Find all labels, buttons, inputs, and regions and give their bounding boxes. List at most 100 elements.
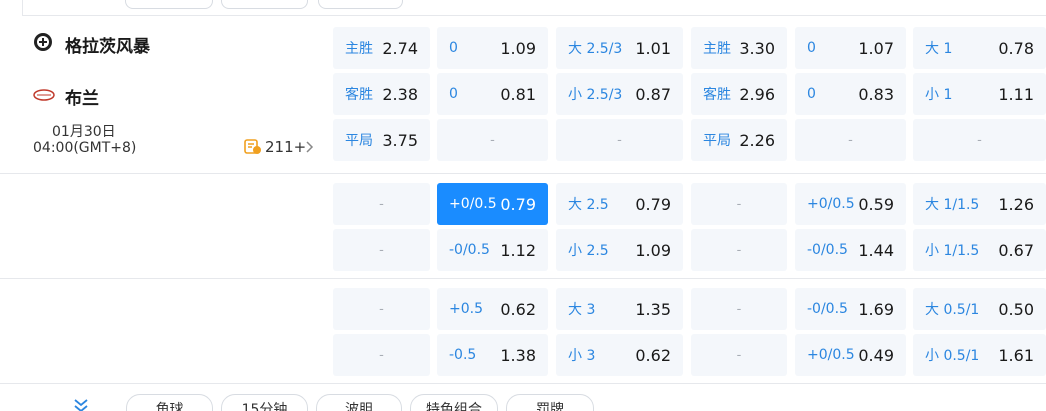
home-team[interactable]: 格拉茨风暴 [65, 37, 150, 57]
odds-value: 0.81 [500, 84, 536, 104]
odds-label: 小 2.5/3 [568, 87, 623, 103]
odds-cell[interactable]: +0/0.5 0.79 [437, 183, 548, 225]
odds-cell: - [691, 229, 787, 271]
odds-cell[interactable]: 客胜 2.96 [691, 73, 787, 115]
odds-cell[interactable]: 小 2.5/3 0.87 [556, 73, 683, 115]
odds-value: 1.09 [635, 240, 671, 260]
odds-value: 0.79 [635, 194, 671, 214]
odds-value: 1.44 [858, 240, 894, 260]
market-tab[interactable]: 15分钟 [221, 394, 308, 411]
empty-odds: - [379, 347, 384, 363]
odds-cell[interactable]: 平局 2.26 [691, 119, 787, 161]
odds-cell[interactable]: 小 3 0.62 [556, 334, 683, 376]
more-count[interactable]: 211+ [265, 138, 307, 156]
odds-cell[interactable]: +0/0.5 0.49 [795, 334, 906, 376]
odds-cell[interactable]: -0/0.5 1.44 [795, 229, 906, 271]
odds-value: 1.07 [858, 38, 894, 58]
odds-cell[interactable]: 小 1/1.5 0.67 [913, 229, 1046, 271]
odds-value: 0.49 [858, 345, 894, 365]
odds-cell: - [913, 119, 1046, 161]
empty-odds: - [379, 301, 384, 317]
separator [0, 173, 1046, 174]
chevron-right[interactable] [305, 140, 315, 154]
tab-stub[interactable] [318, 0, 403, 9]
odds-cell[interactable]: 小 0.5/1 1.61 [913, 334, 1046, 376]
odds-label: 0 [449, 86, 458, 102]
odds-cell[interactable]: 客胜 2.38 [333, 73, 430, 115]
odds-value: 0.59 [858, 194, 894, 214]
odds-value: 1.69 [858, 299, 894, 319]
tab-stub[interactable] [221, 0, 308, 9]
tab-stub[interactable] [125, 0, 213, 9]
odds-cell[interactable]: 主胜 2.74 [333, 27, 430, 69]
empty-odds: - [736, 242, 742, 258]
odds-cell: - [691, 183, 787, 225]
separator [0, 383, 1046, 384]
odds-label: -0/0.5 [807, 301, 848, 317]
odds-value: 0.67 [998, 240, 1034, 260]
odds-cell[interactable]: 大 3 1.35 [556, 288, 683, 330]
odds-value: 0.79 [500, 194, 536, 214]
market-tab[interactable]: 特色组合 [410, 394, 498, 411]
odds-label: 大 1/1.5 [925, 197, 980, 213]
expand-icon[interactable] [72, 398, 90, 411]
odds-label: 主胜 [345, 41, 373, 57]
odds-cell[interactable]: +0/0.5 0.59 [795, 183, 906, 225]
odds-cell: - [691, 288, 787, 330]
match-date: 01月30日 [52, 124, 116, 140]
odds-cell: - [556, 119, 683, 161]
odds-cell[interactable]: 大 2.5/3 1.01 [556, 27, 683, 69]
odds-value: 0.87 [635, 84, 671, 104]
odds-cell[interactable]: 0 0.81 [437, 73, 548, 115]
odds-label: 客胜 [345, 87, 373, 103]
odds-cell[interactable]: +0.5 0.62 [437, 288, 548, 330]
odds-cell[interactable]: 平局 3.75 [333, 119, 430, 161]
separator [22, 15, 1046, 16]
odds-label: -0.5 [449, 347, 477, 363]
odds-value: 1.38 [500, 345, 536, 365]
odds-cell[interactable]: 主胜 3.30 [691, 27, 787, 69]
away-logo [33, 89, 55, 101]
odds-label: 0 [807, 40, 816, 56]
odds-cell: - [333, 183, 430, 225]
odds-value: 1.35 [635, 299, 671, 319]
empty-odds: - [490, 132, 495, 148]
odds-cell[interactable]: 0 1.07 [795, 27, 906, 69]
odds-value: 1.11 [998, 84, 1034, 104]
odds-cell[interactable]: 大 1 0.78 [913, 27, 1046, 69]
odds-cell[interactable]: 小 2.5 1.09 [556, 229, 683, 271]
market-tab[interactable]: 罚牌 [506, 394, 594, 411]
market-tab[interactable]: 角球 [126, 394, 213, 411]
separator [0, 278, 1046, 279]
odds-value: 1.09 [500, 38, 536, 58]
odds-label: +0/0.5 [807, 347, 855, 363]
odds-cell[interactable]: 大 1/1.5 1.26 [913, 183, 1046, 225]
odds-cell: - [795, 119, 906, 161]
odds-label: -0/0.5 [807, 242, 848, 258]
odds-cell[interactable]: -0/0.5 1.69 [795, 288, 906, 330]
odds-value: 1.26 [998, 194, 1034, 214]
odds-label: 0 [449, 40, 458, 56]
odds-cell[interactable]: -0/0.5 1.12 [437, 229, 548, 271]
odds-label: 小 0.5/1 [925, 348, 980, 364]
odds-cell[interactable]: 0 1.09 [437, 27, 548, 69]
empty-odds: - [736, 347, 742, 363]
odds-value: 1.61 [998, 345, 1034, 365]
odds-cell[interactable]: 0 0.83 [795, 73, 906, 115]
empty-odds: - [379, 242, 384, 258]
odds-label: 大 3 [568, 302, 596, 318]
odds-label: 大 1 [925, 41, 953, 57]
odds-cell: - [333, 288, 430, 330]
market-tab[interactable]: 波胆 [316, 394, 402, 411]
match-time: 04:00(GMT+8) [33, 140, 137, 156]
odds-label: 平局 [345, 133, 373, 149]
odds-cell[interactable]: -0.5 1.38 [437, 334, 548, 376]
odds-cell[interactable]: 大 2.5 0.79 [556, 183, 683, 225]
odds-value: 3.30 [739, 38, 775, 58]
odds-label: 大 0.5/1 [925, 302, 980, 318]
odds-cell[interactable]: 大 0.5/1 0.50 [913, 288, 1046, 330]
away-team[interactable]: 布兰 [65, 89, 99, 109]
odds-cell[interactable]: 小 1 1.11 [913, 73, 1046, 115]
odds-label: +0.5 [449, 301, 483, 317]
